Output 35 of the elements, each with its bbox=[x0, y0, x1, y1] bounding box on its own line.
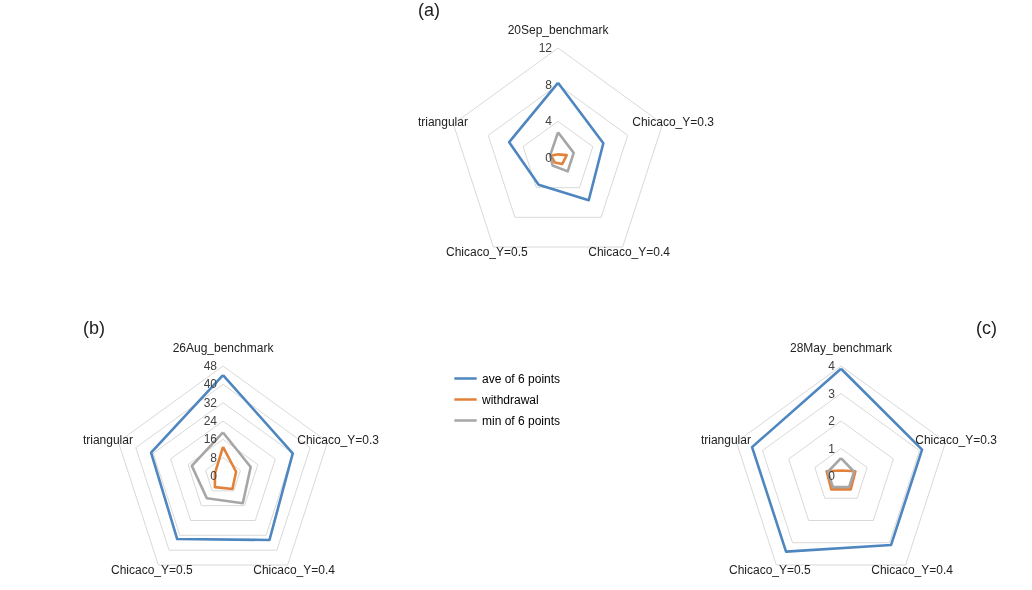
y-tick-label: 0 bbox=[828, 469, 836, 483]
y-tick-label: 3 bbox=[828, 386, 836, 401]
y-tick-label: 12 bbox=[538, 41, 553, 55]
y-tick-label: 16 bbox=[203, 432, 218, 447]
spoke-label: 28May_benchmark bbox=[789, 341, 894, 356]
spoke-label: Chicaco_Y=0.3 bbox=[632, 114, 715, 129]
spoke-label: 20Sep_benchmark bbox=[507, 23, 610, 38]
legend-label: withdrawal bbox=[481, 392, 539, 407]
spoke-label: 26Aug_benchmark bbox=[172, 341, 275, 356]
y-tick-label: 8 bbox=[545, 77, 553, 92]
spoke-label: Chicaco_Y=0.5 bbox=[729, 563, 812, 578]
legend-label: min of 6 points bbox=[482, 413, 561, 428]
y-tick-label: 24 bbox=[203, 414, 218, 428]
spoke-label: triangular bbox=[82, 432, 133, 447]
chart-title: (a) bbox=[417, 0, 440, 21]
spoke-label: Chicaco_Y=0.5 bbox=[446, 245, 529, 260]
spoke-label: Chicaco_Y=0.4 bbox=[253, 563, 336, 578]
spoke-label: Chicaco_Y=0.4 bbox=[871, 563, 954, 578]
y-tick-label: 8 bbox=[210, 450, 218, 465]
spoke-label: triangular bbox=[700, 432, 751, 447]
y-tick-label: 1 bbox=[828, 441, 836, 456]
chart-title: (c) bbox=[975, 318, 997, 339]
chart-title: (b) bbox=[82, 318, 105, 339]
y-tick-label: 4 bbox=[828, 359, 836, 373]
spoke-label: Chicaco_Y=0.3 bbox=[915, 432, 998, 447]
spoke-label: triangular bbox=[417, 114, 468, 129]
spoke-label: Chicaco_Y=0.3 bbox=[297, 432, 380, 447]
y-tick-label: 32 bbox=[203, 395, 218, 410]
y-tick-label: 0 bbox=[545, 151, 553, 165]
y-tick-label: 4 bbox=[545, 114, 553, 129]
legend-label: ave of 6 points bbox=[482, 371, 561, 386]
y-tick-label: 2 bbox=[828, 414, 836, 428]
spoke-label: Chicaco_Y=0.5 bbox=[111, 563, 194, 578]
spoke-label: Chicaco_Y=0.4 bbox=[588, 245, 671, 260]
y-tick-label: 48 bbox=[203, 359, 218, 373]
